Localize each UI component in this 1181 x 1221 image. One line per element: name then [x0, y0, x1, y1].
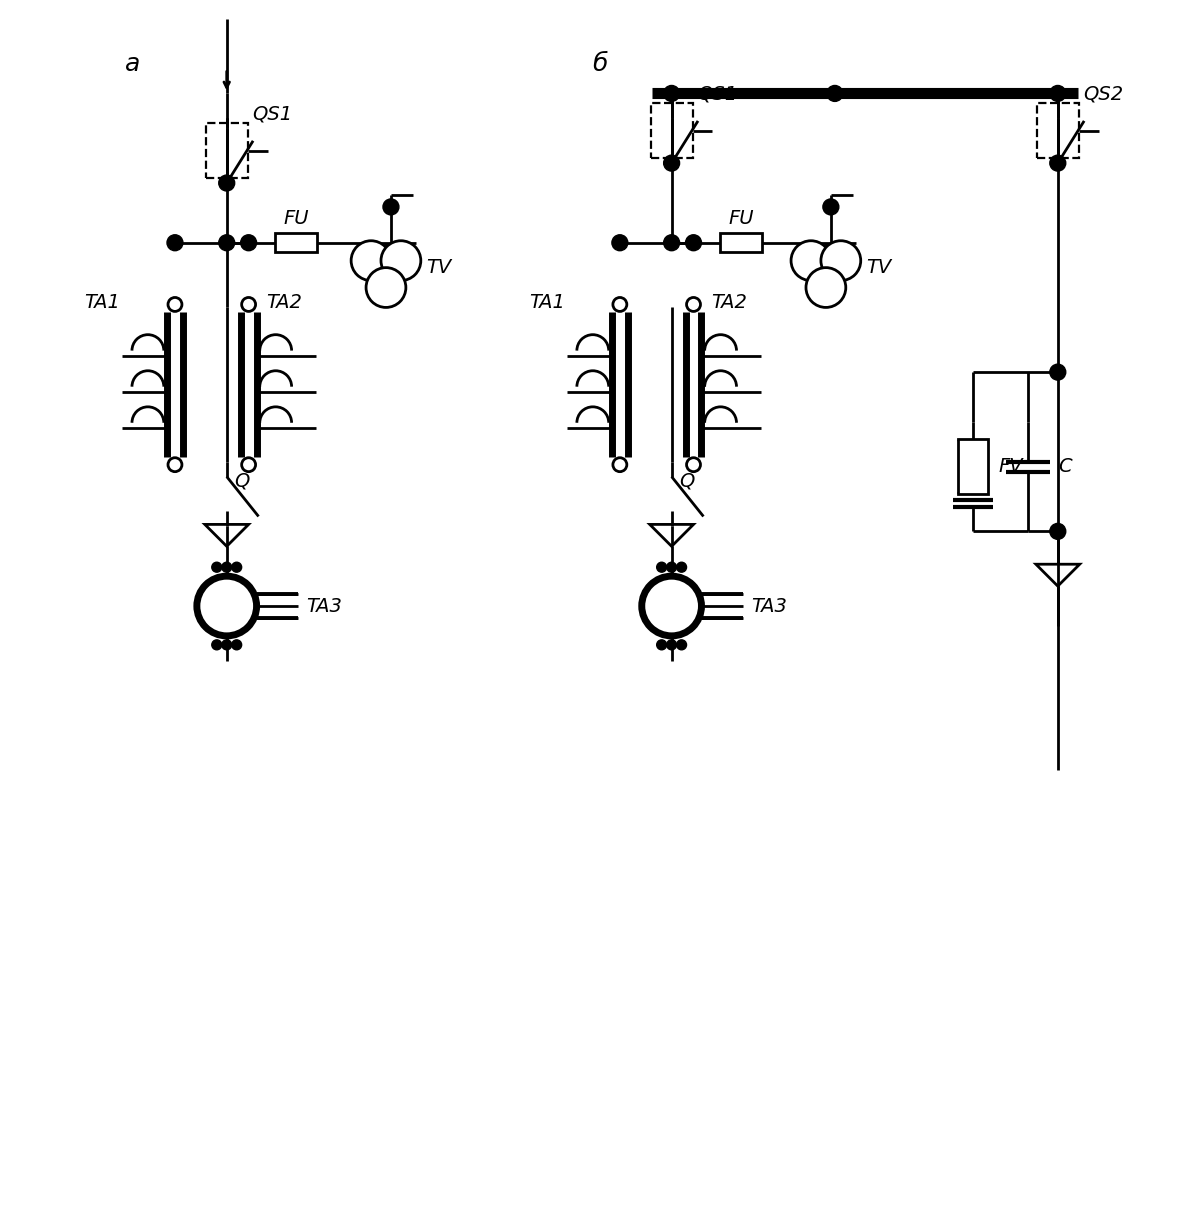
Bar: [958, 440, 988, 495]
Text: Q: Q: [235, 471, 250, 491]
Circle shape: [218, 234, 235, 250]
Circle shape: [677, 562, 686, 573]
Circle shape: [1050, 524, 1065, 540]
Circle shape: [197, 576, 256, 636]
Circle shape: [677, 640, 686, 650]
Circle shape: [366, 267, 406, 308]
Text: QS1: QS1: [698, 84, 738, 104]
Circle shape: [168, 298, 182, 311]
Bar: [720, 233, 762, 253]
Circle shape: [823, 199, 839, 215]
Circle shape: [666, 562, 677, 573]
Text: б: б: [592, 51, 608, 76]
Circle shape: [613, 298, 627, 311]
Circle shape: [641, 576, 702, 636]
Text: TA3: TA3: [751, 597, 787, 615]
Circle shape: [242, 298, 255, 311]
Circle shape: [685, 234, 702, 250]
Circle shape: [613, 458, 627, 471]
Text: TA2: TA2: [267, 293, 302, 311]
Circle shape: [791, 241, 831, 281]
Circle shape: [222, 562, 231, 573]
Bar: [651, 104, 692, 159]
Circle shape: [827, 85, 843, 101]
Circle shape: [664, 234, 679, 250]
Circle shape: [1050, 364, 1065, 380]
Text: TA3: TA3: [306, 597, 342, 615]
Text: FU: FU: [729, 209, 753, 228]
Text: TA1: TA1: [84, 293, 120, 311]
Text: C: C: [1058, 457, 1071, 476]
Text: QS2: QS2: [1084, 84, 1124, 104]
Circle shape: [666, 640, 677, 650]
Circle shape: [242, 458, 255, 471]
Circle shape: [167, 234, 183, 250]
Circle shape: [218, 175, 235, 190]
Text: FU: FU: [283, 209, 309, 228]
Circle shape: [686, 458, 700, 471]
Circle shape: [231, 562, 242, 573]
Circle shape: [231, 640, 242, 650]
Circle shape: [612, 234, 628, 250]
Circle shape: [657, 640, 666, 650]
Circle shape: [686, 298, 700, 311]
Circle shape: [211, 640, 222, 650]
Text: Q: Q: [679, 471, 694, 491]
Circle shape: [383, 199, 399, 215]
Circle shape: [657, 562, 666, 573]
Circle shape: [211, 562, 222, 573]
Bar: [1037, 104, 1078, 159]
Circle shape: [351, 241, 391, 281]
Text: TA1: TA1: [529, 293, 566, 311]
Text: FV: FV: [998, 457, 1023, 476]
Circle shape: [1050, 155, 1065, 171]
Circle shape: [241, 234, 256, 250]
Circle shape: [222, 640, 231, 650]
Text: QS1: QS1: [253, 104, 293, 123]
Circle shape: [381, 241, 420, 281]
Bar: [205, 123, 248, 178]
Circle shape: [805, 267, 846, 308]
Circle shape: [821, 241, 861, 281]
Text: a: a: [124, 51, 139, 76]
Circle shape: [1050, 85, 1065, 101]
Bar: [275, 233, 318, 253]
Circle shape: [664, 155, 679, 171]
Circle shape: [168, 458, 182, 471]
Circle shape: [664, 85, 679, 101]
Text: TA2: TA2: [711, 293, 748, 311]
Text: TV: TV: [866, 258, 890, 277]
Text: TV: TV: [426, 258, 451, 277]
